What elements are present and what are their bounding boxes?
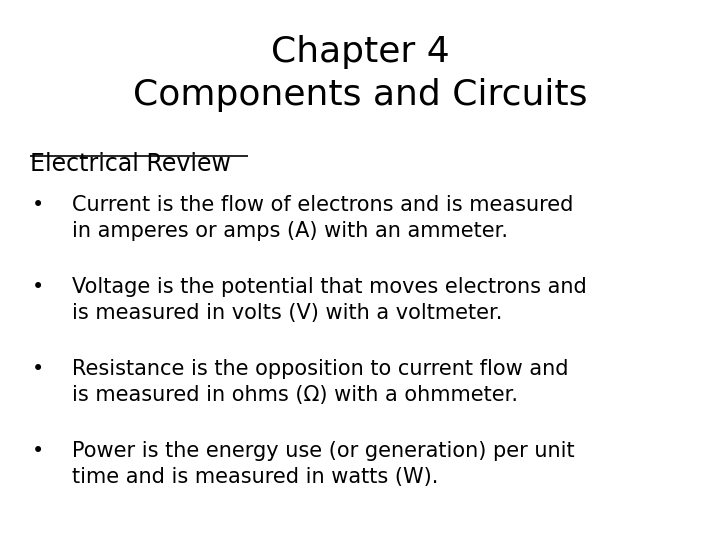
Text: Resistance is the opposition to current flow and
is measured in ohms (Ω) with a : Resistance is the opposition to current … (72, 359, 569, 404)
Text: •: • (32, 359, 44, 379)
Text: Voltage is the potential that moves electrons and
is measured in volts (V) with : Voltage is the potential that moves elec… (72, 277, 587, 322)
Text: Current is the flow of electrons and is measured
in amperes or amps (A) with an : Current is the flow of electrons and is … (72, 195, 573, 241)
Text: •: • (32, 441, 44, 461)
Text: •: • (32, 195, 44, 215)
Text: Chapter 4
Components and Circuits: Chapter 4 Components and Circuits (132, 35, 588, 112)
Text: •: • (32, 277, 44, 297)
Text: Electrical Review: Electrical Review (30, 152, 231, 176)
Text: Power is the energy use (or generation) per unit
time and is measured in watts (: Power is the energy use (or generation) … (72, 441, 575, 487)
